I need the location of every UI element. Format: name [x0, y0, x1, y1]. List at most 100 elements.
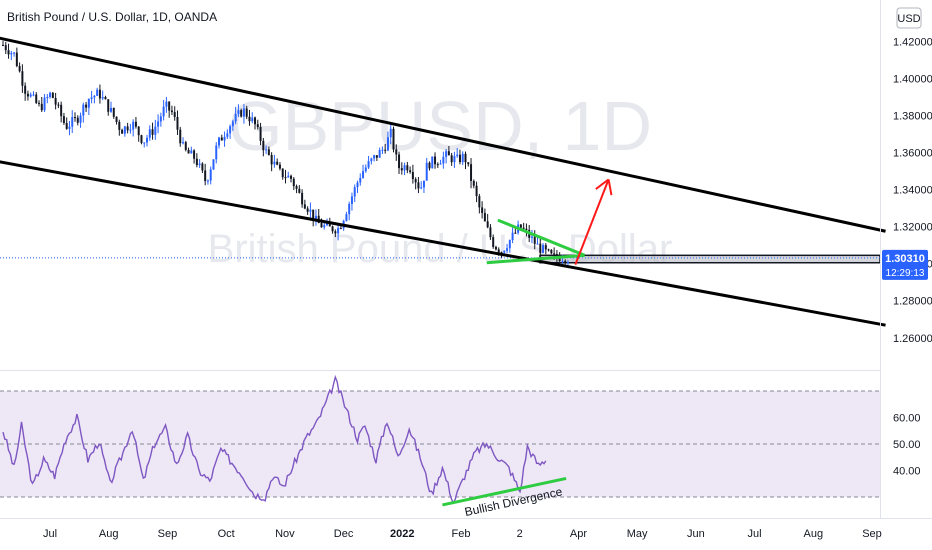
candle-body — [170, 110, 173, 113]
candle-body — [550, 249, 553, 254]
candle-body — [4, 45, 7, 51]
candle-body — [49, 92, 52, 98]
candle-body — [420, 187, 423, 189]
candle-body — [364, 167, 367, 172]
price-tick-label: 1.40000 — [893, 73, 932, 85]
candle-body — [350, 196, 353, 204]
rsi-tick-label: 60.00 — [893, 413, 921, 425]
candle-body — [57, 104, 60, 106]
candle-body — [472, 180, 475, 186]
candle-body — [566, 262, 569, 264]
candle-body — [303, 204, 306, 209]
candle-body — [511, 232, 514, 241]
candle-body — [65, 122, 68, 129]
candle-body — [314, 215, 317, 221]
candle-body — [126, 126, 129, 131]
candle-body — [248, 116, 251, 122]
price-axis[interactable]: 1.260001.280001.300001.320001.340001.360… — [893, 36, 932, 344]
watermark-symbol: GBPUSD, 1D — [228, 87, 652, 165]
candle-body — [226, 133, 229, 137]
candle-body — [154, 126, 157, 135]
candle-body — [320, 223, 323, 228]
candle-body — [234, 113, 237, 122]
candle-body — [184, 142, 187, 150]
time-tick-label: Aug — [803, 528, 823, 540]
candle-body — [262, 140, 265, 151]
candle-body — [398, 154, 401, 169]
price-tick-label: 1.28000 — [893, 296, 932, 308]
candle-body — [159, 116, 162, 122]
candle-body — [40, 103, 43, 111]
candle-body — [76, 117, 79, 123]
candle-body — [24, 85, 27, 94]
candle-body — [182, 142, 185, 144]
rsi-band — [0, 391, 880, 497]
candle-body — [356, 182, 359, 188]
channel-upper-line — [0, 36, 886, 233]
price-pane[interactable] — [0, 0, 880, 370]
candle-body — [29, 94, 32, 97]
candle-body — [179, 129, 182, 144]
candle-body — [494, 246, 497, 250]
candle-body — [542, 245, 545, 253]
candle-body — [215, 145, 218, 160]
candle-body — [121, 129, 124, 134]
candle-body — [240, 110, 243, 117]
candle-body — [547, 249, 550, 251]
candle-body — [362, 171, 365, 178]
arrow-head — [607, 179, 613, 196]
candle-body — [112, 107, 115, 117]
candle-body — [278, 164, 281, 169]
candle-body — [173, 112, 176, 117]
candle-body — [525, 228, 528, 230]
candle-body — [46, 97, 49, 99]
candle-body — [326, 223, 329, 226]
candle-body — [522, 227, 525, 229]
candle-body — [62, 116, 65, 123]
candle-body — [148, 129, 151, 138]
candle-body — [400, 168, 403, 171]
rsi-axis[interactable]: 40.00 50.00 60.00 — [893, 413, 921, 478]
candle-body — [456, 154, 459, 157]
candle-body — [508, 240, 511, 249]
candle-body — [436, 164, 439, 166]
candle-body — [458, 154, 461, 163]
candle-body — [26, 93, 29, 97]
time-tick-label: 2022 — [390, 528, 414, 540]
price-tick-label: 1.38000 — [893, 110, 932, 122]
candle-body — [381, 149, 384, 151]
bar-countdown: 12:29:13 — [886, 268, 925, 279]
last-price-value: 1.30310 — [885, 253, 925, 265]
candle-body — [110, 107, 113, 112]
rsi-tick-label: 40.00 — [893, 466, 921, 478]
price-tick-label: 1.32000 — [893, 222, 932, 234]
time-axis[interactable]: Jul Aug Sep Oct Nov Dec 2022 Feb 2 Apr May Jun Jul Au… — [43, 528, 882, 540]
candle-body — [406, 165, 409, 171]
candle-body — [395, 149, 398, 155]
candle-body — [301, 192, 304, 205]
candle-body — [555, 254, 558, 258]
arrow-head — [595, 178, 610, 190]
candle-body — [51, 92, 54, 98]
candle-body — [306, 208, 309, 212]
currency-button[interactable]: USD — [896, 7, 922, 29]
candle-body — [140, 135, 143, 143]
candle-body — [54, 97, 57, 105]
candle-body — [7, 50, 10, 55]
candle-body — [483, 212, 486, 222]
candle-body — [35, 94, 38, 103]
candle-body — [284, 177, 287, 179]
candle-body — [378, 150, 381, 158]
candle-body — [254, 117, 257, 125]
candle-body — [486, 221, 489, 228]
candle-body — [312, 209, 315, 221]
candle-body — [492, 237, 495, 247]
candle-body — [74, 117, 77, 119]
candle-body — [470, 164, 473, 181]
candle-body — [295, 186, 298, 189]
candle-body — [447, 151, 450, 156]
candle-body — [370, 158, 373, 162]
candle-body — [475, 185, 478, 197]
price-tick-label: 1.26000 — [893, 333, 932, 345]
